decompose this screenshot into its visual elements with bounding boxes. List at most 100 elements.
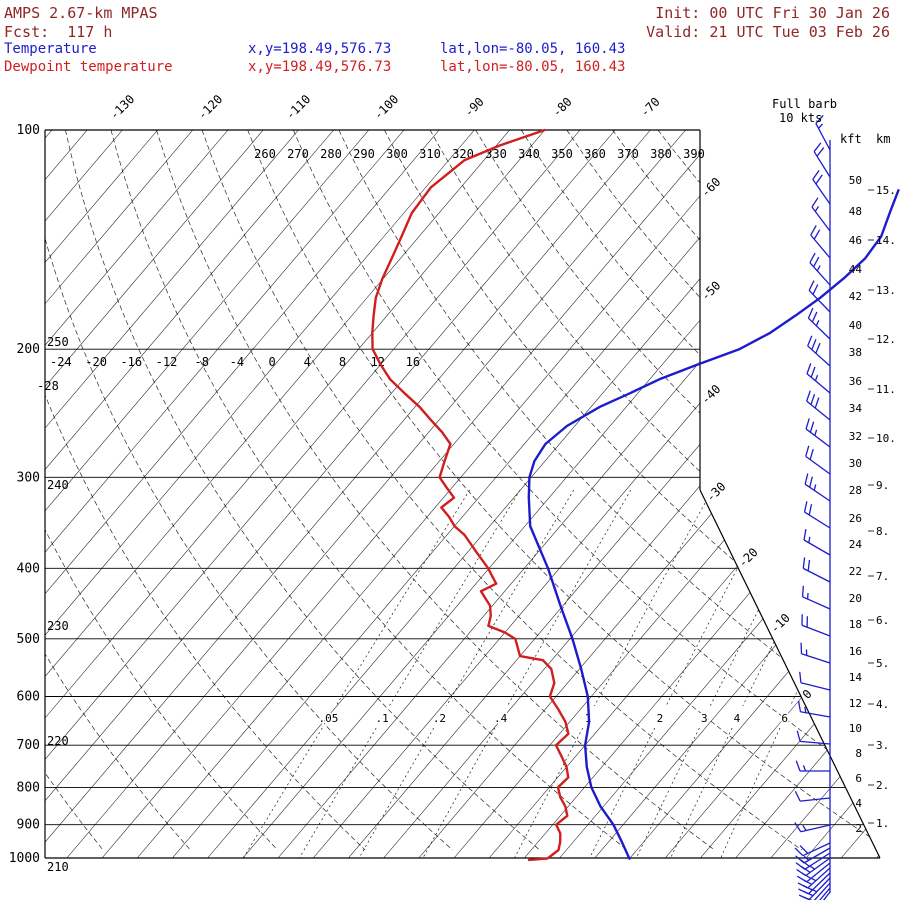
wind-barb-shaft [812,179,831,205]
isotherm-label-top: -100 [371,92,401,122]
isotherm-line [383,130,880,858]
mixing-ratio-line [446,489,575,707]
mixing-ratio-line [507,489,632,707]
dry-adiabat-line [475,130,880,851]
isotherm-line [45,130,88,858]
upper-scale-label: 4 [304,355,311,369]
wind-barb-feather [814,397,820,409]
km-tick-label: 12. [876,333,896,346]
forecast-hour: Fcst: 117 h [4,23,113,41]
wind-barb-shaft [806,400,831,421]
km-tick-label: 7. [876,570,889,583]
temperature-latlon: lat,lon=-80.05, 160.43 [440,41,626,57]
kft-tick-label: 18 [849,618,862,631]
wind-barb-shaft [822,891,831,900]
kft-tick-label: 4 [855,797,862,810]
isotherm-line [66,130,686,858]
dry-adiabat-line [45,130,366,851]
dry-adiabat-line [201,130,803,851]
mixing-ratio-line [335,489,470,707]
kft-tick-label: 14 [849,671,863,684]
wind-barb-feather [812,284,819,295]
kft-tick-label: 42 [849,290,862,303]
wind-barb-shaft [803,539,831,556]
isotherm-line [453,130,880,858]
wind-barb-feather [796,730,801,742]
km-tick-label: 11. [876,383,896,396]
isotherm-label-top: -70 [638,95,663,120]
mixing-ratio-label: .05 [318,712,338,725]
isotherm-line [101,130,722,858]
wind-barb-feather [815,342,821,354]
kft-tick-label: 32 [849,430,862,443]
isotherm-line [45,130,405,858]
wind-barb-feather [810,393,816,405]
dry-adiabat-line [292,130,880,851]
left-edge-temp-label: -28 [37,379,59,393]
isotherm-line [488,130,880,858]
mixing-ratio-line [589,727,656,858]
isotherm-line [418,130,880,858]
theta-label-top: 360 [584,147,606,161]
theta-label-left: 250 [47,335,69,349]
theta-label-top: 280 [320,147,342,161]
wind-barb-feather [803,855,810,861]
wind-barb-feather [814,206,820,212]
km-axis-header: km [876,132,890,146]
wind-barb-feather [807,559,811,571]
wind-barb-feather [813,484,817,491]
theta-label-top: 270 [287,147,309,161]
wind-barb-feather [801,878,813,885]
kft-tick-label: 38 [849,346,862,359]
wind-barb-feather [804,706,807,713]
dry-adiabat-line [338,130,880,851]
upper-scale-label: 0 [268,355,275,369]
wind-barb-shaft [813,882,831,900]
dry-adiabat-line [0,130,16,850]
wind-barb-feather [810,877,817,882]
mixing-ratio-line [514,727,584,858]
wind-barb-shaft [804,483,831,502]
plot-border [699,489,881,859]
theta-label-top: 300 [386,147,408,161]
wind-barb-feather [810,366,816,378]
mixing-ratio-label: 2 [657,712,664,725]
km-tick-label: 2. [876,779,889,792]
wind-barb-feather [801,585,805,597]
kft-tick-label: 44 [849,263,863,276]
dewpoint-curve [371,128,570,862]
isotherm-line [45,130,158,858]
pressure-tick-label: 200 [17,342,40,357]
wind-barb-feather [799,671,802,683]
isotherm-label-top: -110 [283,92,313,122]
km-tick-label: 6. [876,614,889,627]
mixing-ratio-line [358,727,435,858]
wind-barb-feather [811,197,819,208]
wind-barb-shaft [802,567,831,583]
wind-barb-column [794,114,831,900]
upper-scale-label: 16 [406,355,420,369]
upper-scale-label: 8 [339,355,346,369]
pressure-tick-label: 900 [17,818,40,833]
wind-barb-feather [806,390,811,402]
kft-tick-label: 22 [849,565,862,578]
isotherm-line [136,130,757,858]
km-tick-label: 1. [876,817,889,830]
isotherm-line [172,130,792,858]
theta-label-left: 210 [47,860,69,874]
isotherm-label-top: -90 [462,95,487,120]
mixing-ratio-label: .1 [376,712,389,725]
isotherm-line [594,130,880,858]
init-time: Init: 00 UTC Fri 30 Jan 26 [655,4,890,22]
km-tick-label: 5. [876,657,889,670]
mixing-ratio-line [709,489,821,707]
pressure-tick-label: 300 [17,470,40,485]
isotherm-line [45,130,299,858]
theta-label-top: 290 [353,147,375,161]
theta-label-left: 240 [47,478,69,492]
wind-barb-feather [794,822,802,833]
isotherm-line [45,130,616,858]
kft-tick-label: 12 [849,697,862,710]
